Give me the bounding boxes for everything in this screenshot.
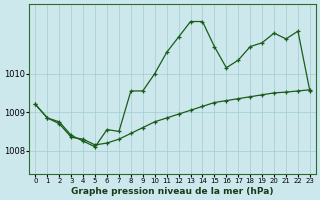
X-axis label: Graphe pression niveau de la mer (hPa): Graphe pression niveau de la mer (hPa) <box>71 187 274 196</box>
